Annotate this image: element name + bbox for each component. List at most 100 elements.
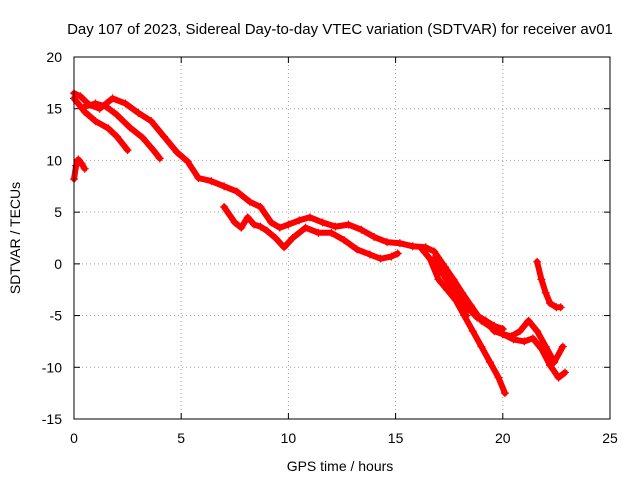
x-axis-ticks: 0 5 10 15 20 25: [70, 57, 618, 446]
data-point: [460, 311, 469, 320]
data-point: [541, 288, 550, 297]
data-point: [295, 216, 304, 225]
data-point: [545, 361, 554, 370]
data-point: [80, 164, 89, 173]
chart-title: Day 107 of 2023, Sidereal Day-to-day VTE…: [67, 21, 613, 38]
x-tick-label: 20: [495, 430, 511, 446]
x-tick-label: 0: [70, 430, 78, 446]
y-tick-label: -15: [42, 411, 62, 427]
data-point: [477, 342, 486, 351]
data-point: [207, 177, 216, 186]
data-point: [477, 316, 486, 325]
series-satellite-pass-9: [432, 251, 569, 382]
data-point: [271, 234, 280, 242]
data-point: [125, 123, 134, 132]
data-point: [104, 124, 113, 133]
data-point: [149, 146, 158, 155]
data-point: [77, 159, 86, 168]
data-point: [468, 327, 477, 336]
data-point: [408, 242, 417, 251]
data-point: [509, 335, 518, 344]
data-point: [498, 330, 507, 339]
data-point: [243, 213, 252, 222]
data-point: [466, 301, 475, 310]
data-point: [340, 236, 349, 245]
data-point: [74, 155, 83, 164]
data-point: [80, 102, 89, 111]
data-point: [395, 239, 404, 248]
data-point: [560, 368, 569, 377]
grid-lines: [74, 57, 610, 419]
data-point: [533, 257, 542, 266]
data-point: [434, 275, 443, 284]
data-point: [524, 316, 533, 325]
y-tick-label: 0: [54, 256, 62, 272]
series-trace: [433, 252, 568, 381]
data-point: [230, 218, 239, 227]
data-point: [520, 337, 529, 346]
data-point: [314, 228, 323, 237]
data-point: [288, 234, 297, 242]
data-point: [533, 327, 542, 336]
data-point: [237, 223, 246, 232]
data-point: [194, 174, 203, 183]
data-point: [91, 117, 100, 126]
data-point: [376, 254, 385, 263]
data-point: [370, 232, 379, 241]
series-trace: [534, 258, 564, 311]
y-axis-label: SDTVAR / TECUs: [7, 182, 23, 294]
data-point: [353, 245, 362, 254]
data-point: [545, 299, 554, 308]
data-point: [432, 251, 441, 260]
y-tick-label: 15: [46, 101, 62, 117]
y-tick-label: 10: [46, 152, 62, 168]
data-point: [183, 157, 192, 166]
data-point: [305, 213, 314, 222]
series-satellite-pass-10: [533, 257, 565, 312]
data-point: [449, 275, 458, 284]
x-tick-label: 5: [177, 430, 185, 446]
x-tick-label: 25: [602, 430, 618, 446]
data-point: [232, 187, 241, 196]
data-point: [417, 244, 426, 253]
data-point: [220, 202, 229, 211]
data-point: [556, 303, 565, 312]
data-point: [327, 228, 336, 237]
plot-frame: [73, 56, 611, 420]
data-point: [262, 226, 271, 235]
series-trace: [418, 245, 508, 397]
data-point: [515, 327, 524, 336]
data-point: [554, 373, 563, 382]
data-point: [301, 223, 310, 232]
data-point: [451, 296, 460, 305]
data-point: [447, 282, 456, 291]
series-satellite-pass-4: [80, 99, 164, 163]
data-point: [318, 218, 327, 227]
series-trace: [71, 95, 131, 154]
data-point: [494, 373, 503, 382]
data-point: [284, 220, 293, 229]
data-point: [537, 344, 546, 353]
data-point: [108, 94, 117, 103]
data-point: [112, 132, 121, 141]
data-point: [280, 243, 289, 252]
data-point: [458, 288, 467, 297]
data-point: [91, 99, 100, 108]
series-satellite-pass-1: [70, 89, 471, 320]
data-point: [147, 117, 156, 126]
data-point: [440, 262, 449, 271]
y-tick-label: 20: [46, 49, 62, 65]
data-point: [160, 132, 169, 141]
data-point: [331, 222, 340, 231]
y-tick-label: -5: [50, 308, 63, 324]
data-point: [134, 108, 143, 117]
data-point: [121, 99, 130, 108]
x-tick-label: 15: [388, 430, 404, 446]
data-point: [488, 323, 497, 332]
data-point: [220, 182, 229, 191]
data-point: [138, 133, 147, 142]
data-point: [387, 252, 396, 261]
x-axis-label: GPS time / hours: [287, 458, 394, 474]
data-point: [383, 238, 392, 247]
